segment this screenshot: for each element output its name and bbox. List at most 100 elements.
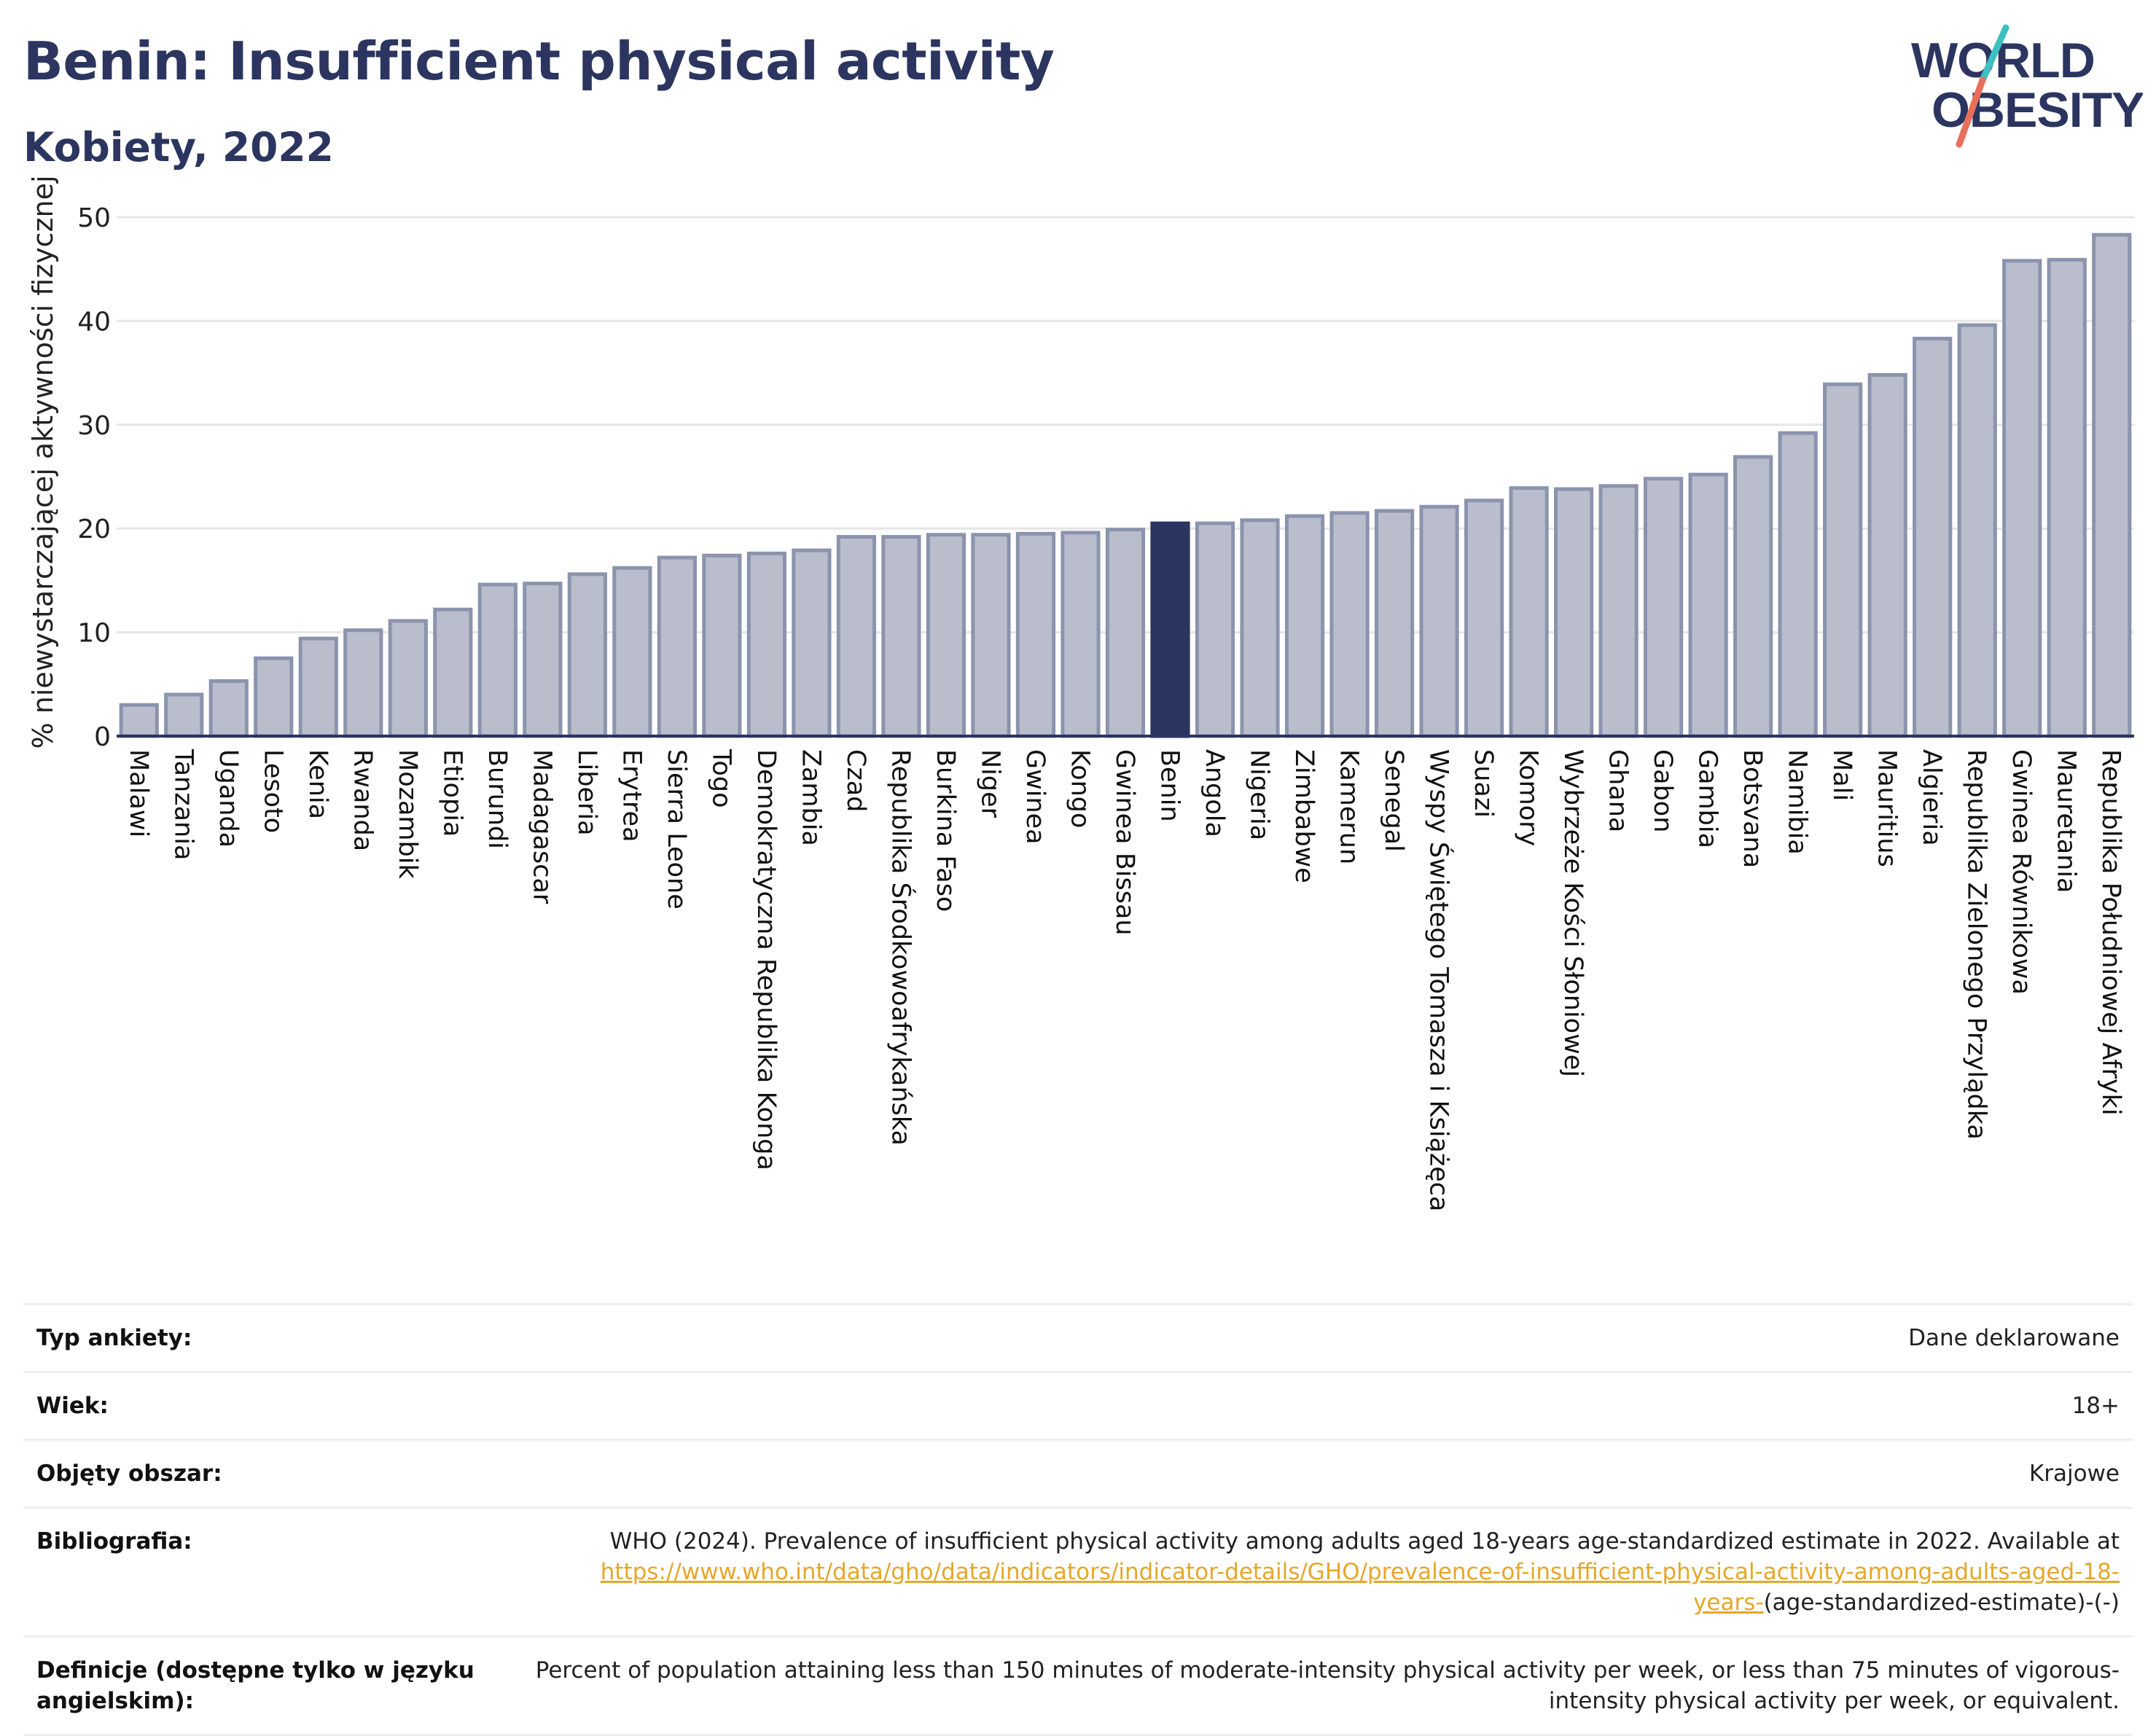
bar — [1554, 487, 1594, 738]
x-tick-label: Senegal — [1379, 749, 1408, 852]
meta-value: Dane deklarowane — [1908, 1325, 2120, 1351]
bar — [1329, 511, 1370, 738]
meta-row-age: Wiek: 18+ — [23, 1371, 2133, 1439]
x-tick-label: Gabon — [1648, 749, 1677, 832]
bar — [2002, 259, 2042, 738]
metadata-table: Typ ankiety: Dane deklarowane Wiek: 18+ … — [23, 1303, 2133, 1736]
bar — [433, 607, 473, 738]
x-tick-label: Republika Środkowoafrykańska — [886, 749, 916, 1146]
x-tick-label: Erytrea — [617, 749, 646, 842]
x-tick-label: Suazi — [1469, 749, 1498, 818]
bar — [388, 619, 428, 738]
bar — [1778, 431, 1818, 738]
bibliography-text: WHO (2024). Prevalence of insufficient p… — [609, 1528, 2120, 1555]
bar — [1733, 455, 1773, 738]
bar — [792, 548, 832, 738]
y-tick-label: 10 — [77, 619, 111, 649]
x-tick-label: Demokratyczna Republika Konga — [751, 749, 781, 1170]
bar — [702, 553, 742, 738]
meta-value: 18+ — [2071, 1393, 2120, 1419]
x-tick-label: Rwanda — [348, 749, 377, 851]
x-tick-label: Nigeria — [1245, 749, 1274, 840]
x-tick-label: Kenia — [303, 749, 332, 819]
bar — [208, 679, 249, 738]
bar — [119, 703, 159, 738]
chart-subtitle: Kobiety, 2022 — [23, 124, 334, 171]
bar-chart: 0 10 20 30 40 50 % niewystarczającej aktywnośc… — [27, 175, 2134, 1211]
y-tick-label: 0 — [94, 722, 111, 752]
x-tick-label: Czad — [841, 749, 870, 812]
bar — [1284, 514, 1325, 738]
x-tick-label: Benin — [1155, 749, 1184, 822]
bar — [836, 535, 877, 738]
x-tick-label: Burundi — [483, 749, 512, 849]
x-tick-label: Togo — [706, 748, 735, 808]
y-tick-label: 40 — [77, 307, 111, 337]
x-tick-label: Gambia — [1693, 749, 1722, 848]
x-tick-label: Malawi — [124, 749, 153, 837]
bar — [926, 533, 966, 738]
bar — [523, 582, 563, 738]
meta-row-bibliography: Bibliografia: WHO (2024). Prevalence of … — [23, 1506, 2133, 1635]
bar — [343, 628, 383, 738]
x-tick-label: Mauretania — [2052, 749, 2081, 894]
bar — [1913, 337, 1953, 738]
bar — [1867, 372, 1907, 738]
x-tick-label: Zimbabwe — [1289, 749, 1319, 883]
x-tick-label: Gwinea — [1020, 749, 1050, 845]
bar — [254, 656, 294, 738]
bar — [1509, 486, 1549, 738]
x-tick-label: Gwinea Równikowa — [2007, 749, 2036, 995]
x-tick-label: Algieria — [1917, 749, 1946, 846]
x-tick-label: Uganda — [214, 749, 243, 848]
meta-label: Wiek: — [36, 1393, 109, 1419]
meta-value: WHO (2024). Prevalence of insufficient p… — [503, 1526, 2120, 1618]
x-tick-label: Wyspy Świętego Tomasza i Książęca — [1424, 749, 1455, 1211]
x-tick-label: Niger — [975, 749, 1004, 818]
x-tick-label: Kamerun — [1335, 749, 1364, 864]
bar — [657, 555, 697, 738]
y-tick-label: 30 — [77, 411, 111, 441]
x-tick-label: Gwinea Bissau — [1110, 749, 1139, 936]
bar — [612, 566, 652, 738]
bar — [1105, 528, 1146, 738]
x-tick-label: Republika Zielonego Przylądka — [1962, 749, 1991, 1140]
x-tick-label: Mozambik — [393, 749, 422, 879]
x-tick-label: Madagascar — [527, 749, 556, 904]
world-obesity-logo: WORLD OBESITY — [1911, 24, 2143, 148]
meta-row-coverage: Objęty obszar: Krajowe — [23, 1439, 2133, 1506]
bar — [2047, 257, 2087, 738]
meta-value: Percent of population attaining less tha… — [535, 1657, 2120, 1714]
meta-label: Bibliografia: — [36, 1528, 192, 1555]
logo-slash-coral — [1956, 77, 1986, 148]
bar — [881, 535, 921, 738]
meta-value: Krajowe — [2028, 1461, 2120, 1487]
bar — [1644, 477, 1684, 738]
x-tick-label: Angola — [1200, 749, 1229, 837]
x-tick-label: Sierra Leone — [662, 749, 691, 910]
bar — [1957, 323, 1997, 738]
x-tick-label: Mauritius — [1872, 749, 1902, 867]
bibliography-link[interactable]: https://www.who.int/data/gho/data/indica… — [600, 1559, 2120, 1616]
x-tick-label: Komory — [1514, 749, 1543, 846]
bar — [1374, 509, 1415, 738]
x-tick-label: Wybrzeże Kości Słoniowej — [1558, 749, 1587, 1077]
x-tick-label: Mali — [1827, 749, 1856, 801]
meta-row-definitions: Definicje (dostępne tylko w języku angie… — [23, 1635, 2133, 1736]
bibliography-suffix: (age-standardized-estimate)-(-) — [1763, 1590, 2120, 1616]
x-tick-label: Republika Południowej Afryki — [2096, 749, 2125, 1116]
bar — [567, 572, 607, 738]
x-tick-label: Zambia — [796, 749, 825, 846]
x-tick-label: Liberia — [572, 749, 601, 836]
x-tick-label: Lesoto — [258, 749, 287, 833]
x-tick-label: Kongo — [1065, 749, 1094, 828]
x-tick-label: Tanzania — [168, 748, 198, 860]
bar — [1015, 531, 1056, 738]
bar — [1598, 484, 1639, 738]
bar — [1688, 472, 1728, 738]
logo-slash-teal — [1979, 24, 2009, 84]
x-tick-label: Burkina Faso — [931, 749, 960, 912]
y-axis-label: % niewystarczającej aktywności fizycznej — [27, 175, 59, 748]
bar — [164, 692, 204, 738]
meta-label: Objęty obszar: — [36, 1461, 222, 1487]
